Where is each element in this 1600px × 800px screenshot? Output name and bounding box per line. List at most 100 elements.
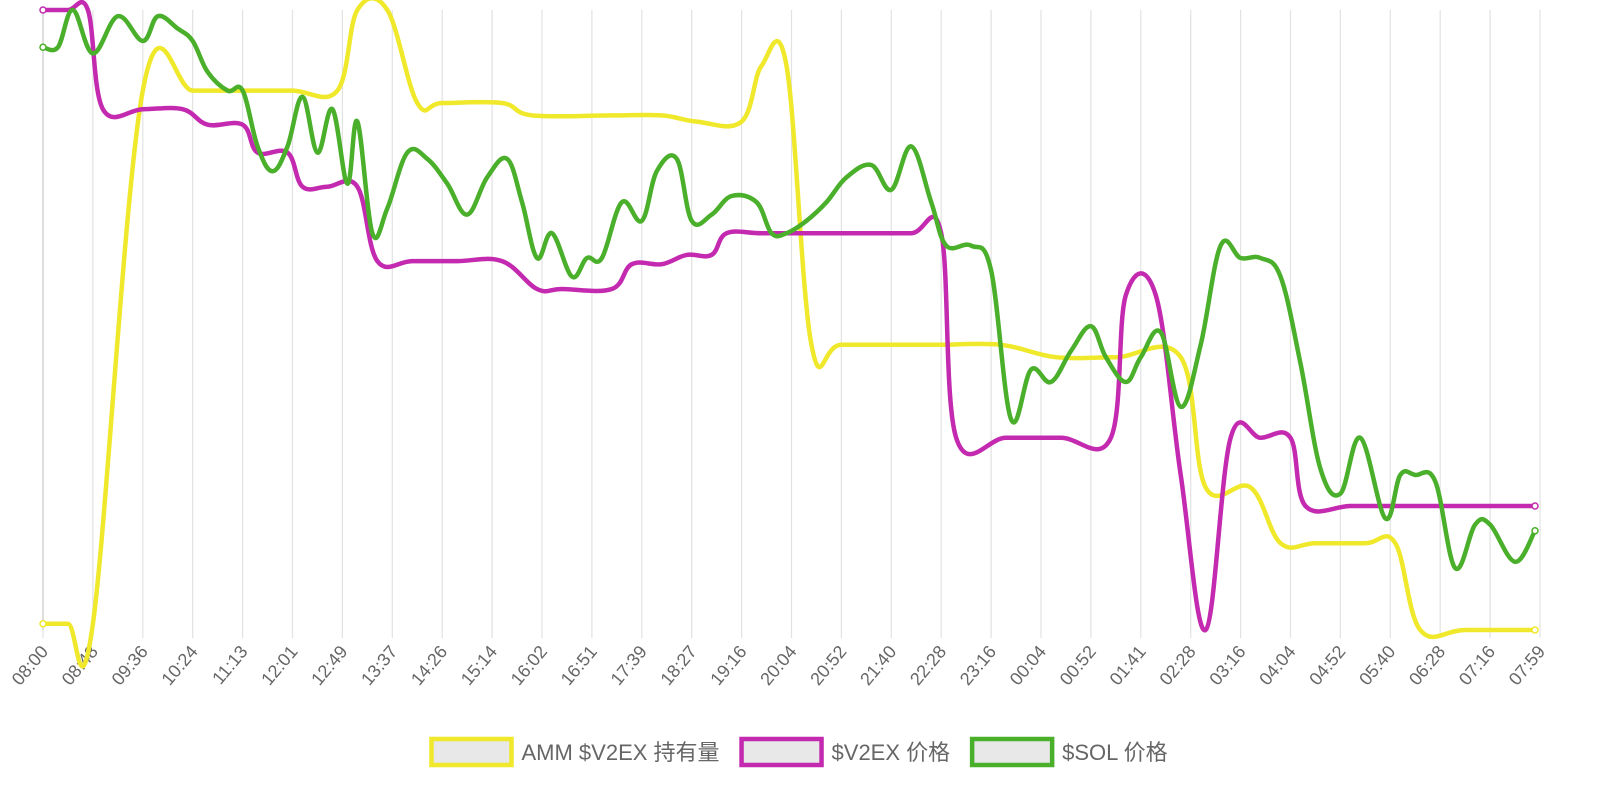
data-point[interactable] — [929, 200, 934, 205]
data-point[interactable] — [66, 621, 70, 626]
data-point[interactable] — [844, 175, 849, 180]
data-point[interactable] — [335, 88, 340, 93]
data-point[interactable] — [1049, 380, 1053, 384]
data-point[interactable] — [91, 621, 95, 626]
data-point[interactable] — [425, 156, 430, 161]
data-point[interactable] — [1398, 473, 1403, 477]
data-point[interactable] — [140, 107, 145, 112]
data-point[interactable] — [385, 206, 390, 211]
data-point[interactable] — [914, 342, 919, 347]
data-point[interactable] — [989, 268, 993, 273]
data-point[interactable] — [1059, 435, 1063, 440]
data-point[interactable] — [355, 119, 360, 124]
data-point[interactable] — [1153, 293, 1158, 298]
data-point[interactable] — [101, 107, 105, 112]
data-point[interactable] — [560, 287, 564, 291]
data-point[interactable] — [375, 259, 380, 263]
data-point[interactable] — [39, 620, 47, 628]
data-point[interactable] — [1473, 522, 1477, 527]
data-point[interactable] — [39, 43, 47, 51]
data-point[interactable] — [639, 218, 644, 223]
data-point[interactable] — [1463, 628, 1468, 632]
data-point[interactable] — [240, 122, 245, 127]
data-point[interactable] — [1203, 485, 1208, 490]
data-point[interactable] — [759, 231, 764, 236]
data-point[interactable] — [415, 101, 420, 105]
data-point[interactable] — [694, 119, 699, 124]
data-point[interactable] — [180, 107, 185, 112]
data-point[interactable] — [205, 122, 210, 127]
data-point[interactable] — [1238, 256, 1243, 260]
data-point[interactable] — [610, 113, 614, 118]
data-point[interactable] — [140, 88, 145, 93]
data-point[interactable] — [769, 231, 774, 236]
data-point[interactable] — [530, 113, 534, 118]
data-point[interactable] — [91, 51, 95, 56]
data-point[interactable] — [674, 156, 679, 161]
data-point[interactable] — [116, 14, 120, 19]
data-point[interactable] — [689, 218, 694, 223]
data-point[interactable] — [71, 8, 75, 12]
data-point[interactable] — [954, 435, 959, 440]
data-point[interactable] — [610, 287, 614, 291]
data-point[interactable] — [1531, 502, 1539, 510]
data-point[interactable] — [600, 256, 604, 260]
data-point[interactable] — [355, 8, 360, 12]
data-point[interactable] — [1004, 435, 1008, 440]
data-point[interactable] — [1418, 628, 1423, 632]
data-point[interactable] — [285, 144, 290, 149]
data-point[interactable] — [1203, 628, 1208, 632]
data-point[interactable] — [1114, 355, 1118, 360]
data-point[interactable] — [869, 163, 874, 167]
data-point[interactable] — [1453, 566, 1458, 570]
data-point[interactable] — [1258, 435, 1263, 440]
data-point[interactable] — [315, 150, 320, 155]
data-point[interactable] — [709, 212, 714, 217]
data-point[interactable] — [345, 181, 350, 186]
data-point[interactable] — [485, 175, 489, 180]
data-point[interactable] — [1178, 473, 1183, 477]
data-point[interactable] — [140, 39, 145, 43]
data-point[interactable] — [1358, 435, 1363, 440]
data-point[interactable] — [1313, 541, 1318, 546]
data-point[interactable] — [1069, 349, 1073, 353]
data-point[interactable] — [784, 63, 789, 68]
data-point[interactable] — [1123, 293, 1128, 298]
data-point[interactable] — [255, 144, 260, 149]
data-point[interactable] — [1513, 559, 1517, 564]
data-point[interactable] — [225, 88, 230, 93]
data-point[interactable] — [270, 169, 275, 174]
data-point[interactable] — [804, 218, 809, 223]
data-point[interactable] — [465, 212, 469, 217]
data-point[interactable] — [190, 88, 195, 93]
data-point[interactable] — [1258, 256, 1263, 260]
data-point[interactable] — [754, 200, 759, 205]
data-point[interactable] — [654, 169, 659, 174]
data-point[interactable] — [410, 259, 415, 263]
data-point[interactable] — [1488, 504, 1492, 508]
data-point[interactable] — [759, 63, 764, 68]
data-point[interactable] — [1123, 380, 1128, 384]
data-point[interactable] — [909, 231, 914, 236]
data-point[interactable] — [355, 184, 360, 189]
data-point[interactable] — [405, 150, 410, 155]
data-point[interactable] — [659, 262, 664, 267]
data-point[interactable] — [809, 231, 814, 236]
data-point[interactable] — [1089, 324, 1093, 329]
data-point[interactable] — [859, 231, 864, 236]
data-point[interactable] — [784, 231, 789, 236]
data-point[interactable] — [1109, 435, 1113, 440]
data-point[interactable] — [1338, 491, 1343, 496]
data-point[interactable] — [1318, 466, 1323, 471]
data-point[interactable] — [440, 101, 445, 105]
data-point[interactable] — [445, 181, 450, 186]
data-point[interactable] — [205, 70, 210, 74]
data-point[interactable] — [1278, 541, 1283, 546]
data-point[interactable] — [839, 342, 844, 347]
data-point[interactable] — [155, 14, 160, 19]
data-point[interactable] — [889, 187, 894, 192]
series-line[interactable] — [40, 0, 1538, 669]
data-point[interactable] — [1393, 541, 1398, 546]
data-point[interactable] — [1488, 522, 1492, 527]
data-point[interactable] — [385, 8, 390, 12]
